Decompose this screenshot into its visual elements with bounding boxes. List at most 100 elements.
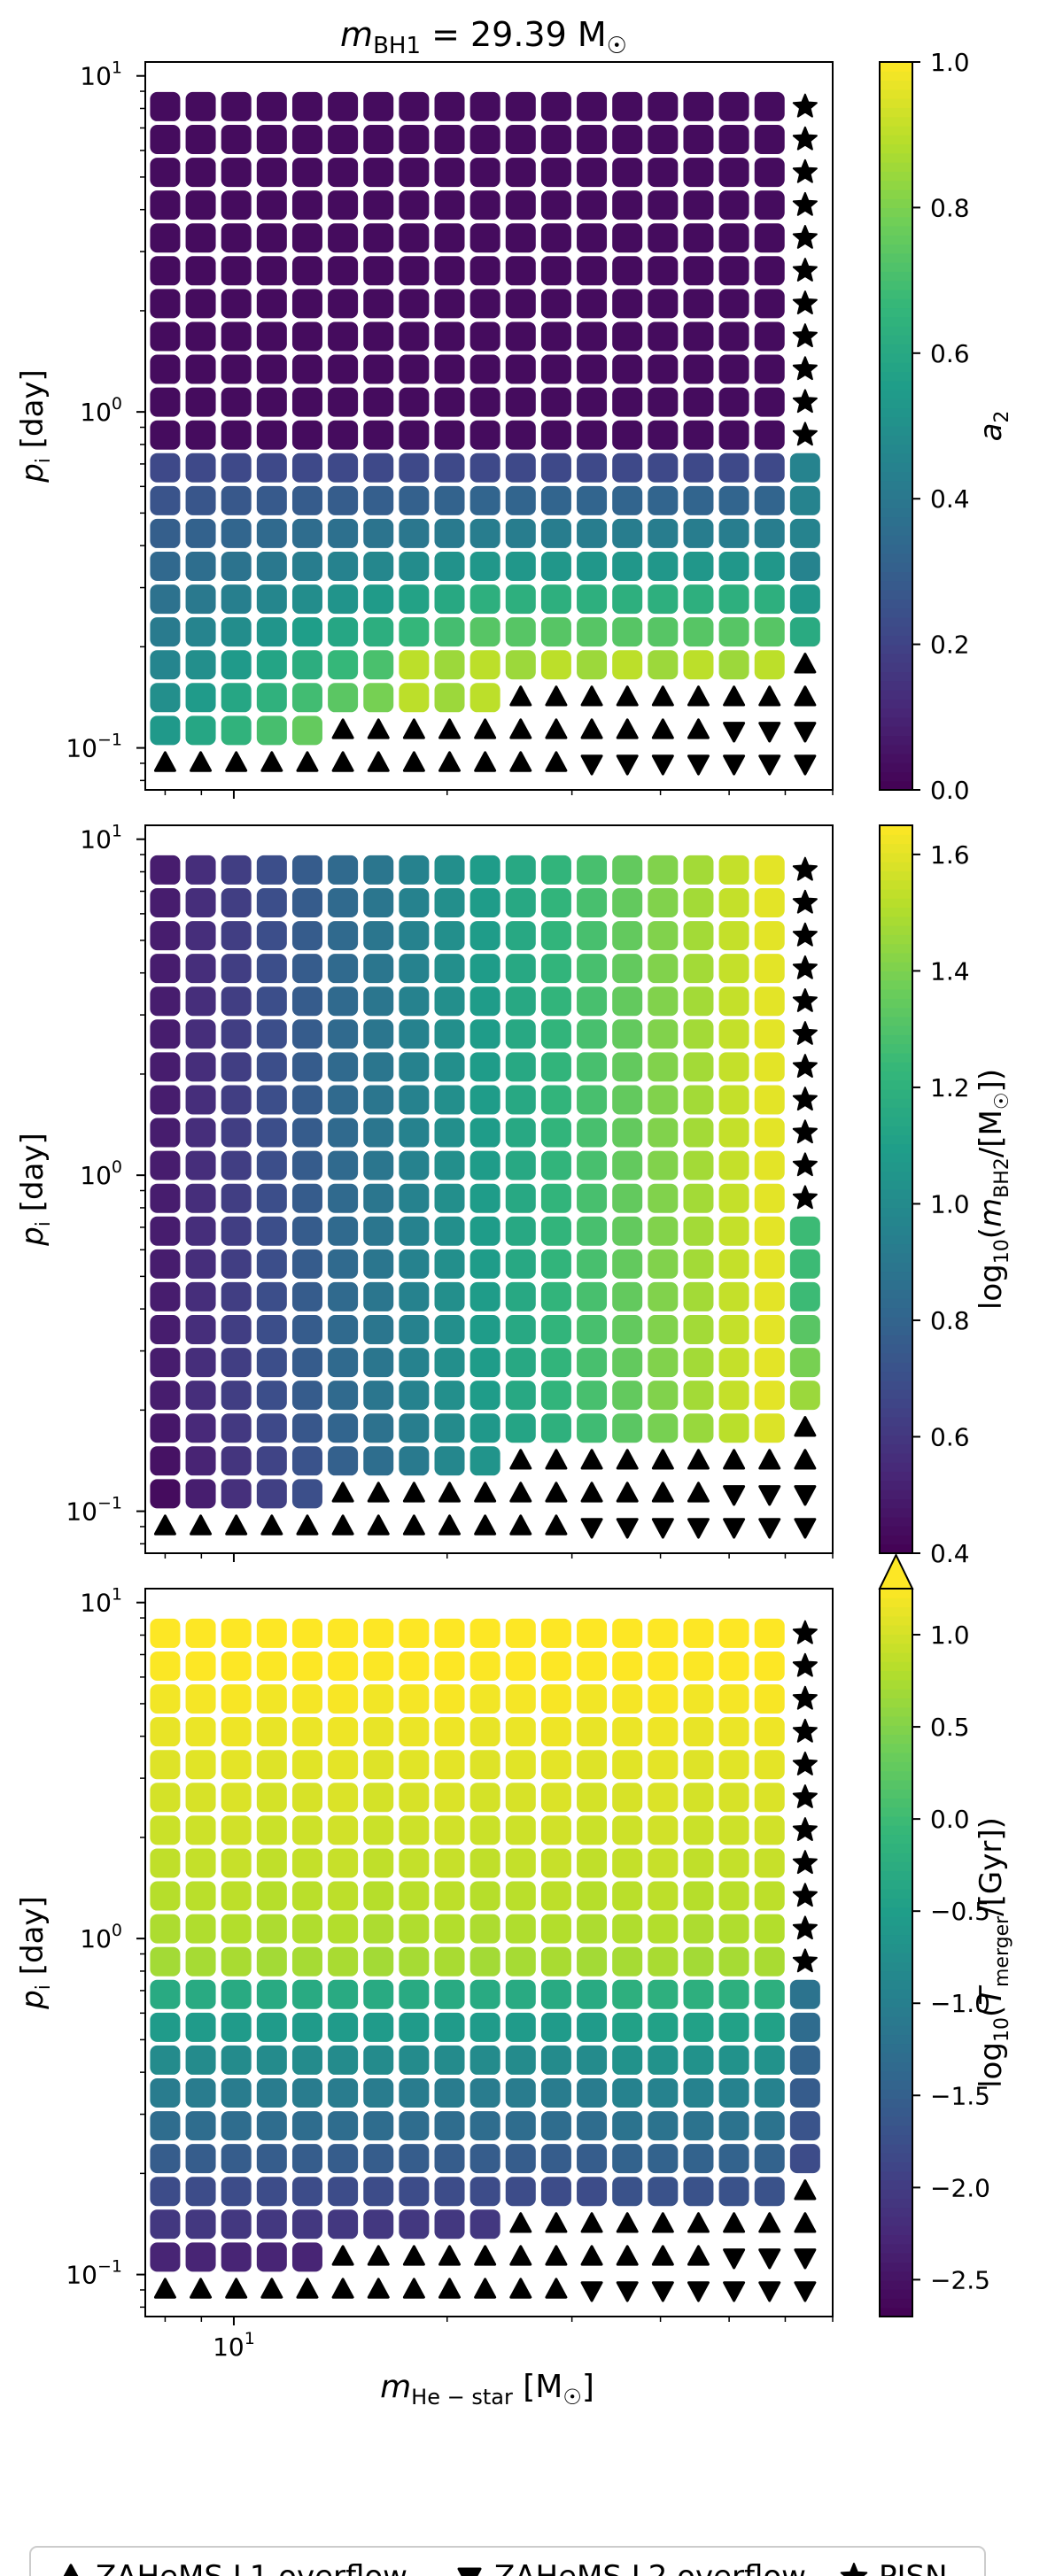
- grid-cell: [256, 921, 287, 951]
- grid-cell: [789, 2012, 820, 2042]
- grid-cell: [505, 1183, 536, 1213]
- l1-overflow-marker: [651, 1481, 674, 1503]
- grid-cell: [221, 1314, 252, 1344]
- grid-cell: [150, 1413, 181, 1443]
- grid-cell: [328, 289, 359, 319]
- grid-cell: [291, 1979, 322, 2009]
- grid-cell: [469, 1281, 500, 1311]
- colorbar-segment: [880, 1725, 912, 1735]
- colorbar-segment: [880, 1535, 912, 1545]
- grid-cell: [221, 1618, 252, 1648]
- grid-cell: [150, 1085, 181, 1115]
- colorbar-segment: [880, 389, 912, 399]
- grid-cell: [150, 1381, 181, 1411]
- colorbar-segment: [880, 1480, 912, 1490]
- grid-cell: [718, 256, 749, 286]
- y-axis-label: pi [day]: [15, 1896, 55, 2010]
- grid-cell: [291, 387, 322, 417]
- l1-overflow-marker: [190, 1514, 213, 1536]
- colorbar-segment: [880, 1625, 912, 1635]
- pisn-marker: [792, 159, 818, 183]
- grid-cell: [256, 617, 287, 647]
- grid-cell: [505, 2144, 536, 2174]
- grid-cell: [718, 2012, 749, 2042]
- grid-cell: [291, 321, 322, 352]
- pisn-marker: [792, 1752, 818, 1775]
- grid-cell: [577, 321, 608, 352]
- grid-cell: [648, 256, 679, 286]
- colorbar-tick-label: 0.8: [930, 1306, 970, 1335]
- grid-cell: [434, 1085, 465, 1115]
- grid-cell: [577, 2012, 608, 2042]
- grid-cell: [434, 888, 465, 918]
- grid-cell: [291, 888, 322, 918]
- l2-overflow-marker: [723, 754, 746, 776]
- grid-cell: [683, 420, 714, 450]
- grid-cell: [540, 1381, 571, 1411]
- l1-overflow-marker: [616, 2245, 639, 2266]
- grid-cell: [328, 1652, 359, 1682]
- l1-overflow-marker: [438, 1481, 462, 1503]
- grid-cell: [577, 1881, 608, 1911]
- grid-cell: [469, 453, 500, 483]
- grid-cell: [754, 855, 785, 885]
- grid-cell: [363, 387, 394, 417]
- grid-cell: [612, 1413, 643, 1443]
- grid-cell: [789, 584, 820, 615]
- grid-cell: [221, 1381, 252, 1411]
- grid-cell: [256, 551, 287, 581]
- colorbar-segment: [880, 1643, 912, 1653]
- grid-cell: [577, 1946, 608, 1976]
- grid-cell: [540, 1216, 571, 1246]
- grid-cell: [648, 2177, 679, 2207]
- grid-cell: [540, 1684, 571, 1714]
- grid-cell: [256, 888, 287, 918]
- colorbar-segment: [880, 2025, 912, 2036]
- grid-cell: [612, 1085, 643, 1115]
- grid-cell: [505, 2077, 536, 2108]
- colorbar-segment: [880, 1634, 912, 1644]
- pisn-marker: [792, 955, 818, 979]
- colorbar-segment: [880, 1516, 912, 1527]
- grid-cell: [577, 1717, 608, 1747]
- colorbar-segment: [880, 316, 912, 327]
- grid-cell: [540, 190, 571, 220]
- grid-cell: [434, 1019, 465, 1049]
- grid-cell: [540, 387, 571, 417]
- grid-cell: [789, 1249, 820, 1279]
- pisn-marker: [792, 1850, 818, 1875]
- grid-cell: [505, 1216, 536, 1246]
- grid-cell: [683, 1249, 714, 1279]
- colorbar-segment: [880, 1007, 912, 1017]
- grid-cell: [540, 1652, 571, 1682]
- grid-cell: [683, 223, 714, 253]
- grid-cell: [256, 1881, 287, 1911]
- grid-cell: [328, 954, 359, 984]
- triangle-down-icon: [457, 2567, 482, 2576]
- colorbar: −2.5 −2.0 −1.5 −1.0 −0.5 0.0 0.5 1.0 log10(Tmerg…: [878, 1552, 1013, 2317]
- colorbar-segment: [880, 1034, 912, 1045]
- grid-cell: [612, 1652, 643, 1682]
- grid-cell: [185, 551, 216, 581]
- colorbar-segment: [880, 2015, 912, 2026]
- colorbar-segment: [880, 1898, 912, 1908]
- colorbar-segment: [880, 680, 912, 691]
- grid-cell: [718, 1881, 749, 1911]
- grid-cell: [399, 518, 430, 548]
- grid-cell: [648, 158, 679, 188]
- grid-cell: [328, 986, 359, 1017]
- grid-cell: [540, 453, 571, 483]
- grid-cell: [150, 158, 181, 188]
- grid-cell: [399, 1249, 430, 1279]
- grid-cell: [363, 1881, 394, 1911]
- grid-cell: [577, 158, 608, 188]
- grid-cell: [150, 1717, 181, 1747]
- grid-cell: [683, 1348, 714, 1378]
- grid-cell: [505, 1618, 536, 1648]
- colorbar-segment: [880, 1815, 912, 1826]
- grid-cell: [612, 1946, 643, 1976]
- grid-cell: [221, 125, 252, 155]
- colorbar-segment: [880, 1507, 912, 1518]
- grid-cell: [363, 2077, 394, 2108]
- grid-cell: [399, 584, 430, 615]
